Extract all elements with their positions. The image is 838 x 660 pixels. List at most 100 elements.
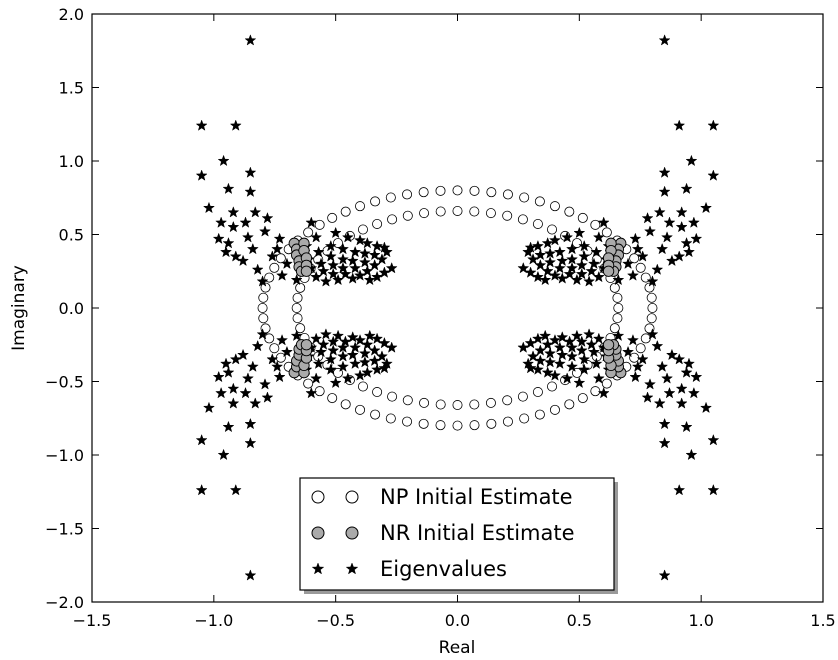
- eigenvalue-point: [680, 366, 693, 378]
- np-estimate-point: [469, 185, 480, 196]
- np-estimate-point: [385, 192, 396, 203]
- eigenvalue-point: [646, 275, 659, 287]
- np-estimate-point: [486, 418, 497, 429]
- eigenvalue-point: [544, 256, 557, 268]
- np-estimate-point: [502, 395, 513, 406]
- np-estimate-point: [502, 416, 513, 427]
- eigenvalue-point: [315, 345, 328, 358]
- eigenvalue-point: [273, 370, 286, 383]
- eigenvalue-point: [658, 436, 671, 449]
- eigenvalue-point: [305, 216, 318, 228]
- eigenvalue-point: [700, 401, 713, 414]
- eigenvalue-point: [249, 206, 262, 218]
- eigenvalue-point: [597, 216, 610, 228]
- eigenvalue-point: [375, 253, 388, 265]
- eigenvalue-point: [349, 261, 362, 274]
- eigenvalue-point: [541, 338, 554, 350]
- np-estimate-point: [435, 399, 446, 410]
- eigenvalue-point: [524, 241, 537, 253]
- eigenvalue-point: [673, 250, 686, 262]
- np-estimate-point: [370, 196, 381, 207]
- np-estimate-point: [327, 212, 338, 223]
- eigenvalue-point: [341, 372, 354, 384]
- eigenvalue-point: [592, 372, 605, 384]
- nr-estimate-point: [300, 339, 313, 351]
- eigenvalue-point: [653, 397, 666, 409]
- eigenvalue-point: [675, 382, 688, 394]
- eigenvalue-point: [258, 378, 272, 390]
- eigenvalue-point: [354, 234, 367, 246]
- np-estimate-point: [469, 420, 480, 431]
- eigenvalue-point: [673, 119, 686, 131]
- eigenvalue-point: [222, 366, 235, 378]
- y-tick-label: 0.5: [59, 226, 84, 245]
- np-estimate-point: [534, 196, 545, 207]
- eigenvalue-point: [380, 357, 393, 369]
- eigenvalue-point: [524, 266, 537, 278]
- eigenvalue-point: [371, 363, 384, 375]
- eigenvalue-point: [522, 357, 535, 369]
- eigenvalue-point: [239, 216, 252, 228]
- np-estimate-point: [547, 381, 558, 392]
- eigenvalue-point: [573, 376, 586, 389]
- eigenvalue-point: [544, 356, 557, 368]
- eigenvalue-point: [548, 269, 561, 281]
- np-estimate-point: [402, 416, 413, 427]
- eigenvalue-point: [385, 261, 398, 274]
- eigenvalue-point: [553, 357, 566, 369]
- eigenvalue-point: [358, 247, 371, 259]
- eigenvalue-point: [556, 272, 569, 284]
- eigenvalue-point: [541, 264, 554, 277]
- eigenvalue-point: [251, 263, 264, 275]
- eigenvalue-point: [541, 236, 554, 249]
- eigenvalue-point: [271, 242, 284, 255]
- eigenvalue-point: [548, 234, 561, 246]
- eigenvalue-point: [636, 353, 649, 365]
- np-estimate-point: [564, 399, 575, 410]
- np-estimate-point: [646, 292, 657, 303]
- eigenvalue-point: [517, 341, 530, 353]
- eigenvalue-point: [271, 360, 284, 372]
- np-estimate-point: [635, 343, 646, 354]
- eigenvalue-point: [202, 401, 215, 414]
- np-estimate-point: [590, 219, 601, 230]
- legend-item: Eigenvalues: [311, 557, 507, 581]
- eigenvalue-point: [653, 206, 666, 218]
- eigenvalue-point: [531, 363, 544, 375]
- y-tick-label: −1.5: [45, 520, 84, 539]
- eigenvalue-point: [324, 250, 337, 262]
- eigenvalue-point: [312, 245, 325, 258]
- eigenvalue-point: [651, 339, 664, 352]
- eigenvalue-point: [578, 353, 591, 365]
- eigenvalue-point: [583, 275, 596, 287]
- eigenvalue-point: [673, 353, 686, 365]
- eigenvalue-point: [566, 261, 579, 274]
- eigenvalue-point: [310, 231, 323, 243]
- eigenvalue-point: [329, 226, 342, 239]
- eigenvalue-point: [280, 345, 293, 358]
- np-estimate-point: [644, 282, 655, 293]
- eigenvalue-point: [219, 357, 233, 369]
- eigenvalue-point: [590, 357, 603, 369]
- np-estimate-point: [385, 413, 396, 424]
- np-estimate-point: [452, 400, 463, 411]
- np-estimate-point: [257, 302, 268, 313]
- np-estimate-point: [303, 378, 314, 389]
- np-estimate-point: [564, 206, 575, 217]
- np-estimate-point: [517, 391, 528, 402]
- np-estimate-point: [435, 420, 446, 431]
- x-tick-label: −0.5: [316, 611, 355, 630]
- eigenvalue-point: [539, 329, 552, 342]
- eigenvalue-point: [585, 338, 598, 350]
- eigenvalue-point: [273, 232, 286, 245]
- eigenvalue-point: [305, 386, 318, 399]
- np-estimate-point: [452, 185, 463, 196]
- eigenvalue-point: [361, 264, 374, 277]
- np-estimate-point: [340, 206, 351, 217]
- eigenvalue-point: [665, 348, 678, 361]
- np-estimate-point: [292, 313, 303, 324]
- eigenvalue-point: [215, 386, 228, 399]
- np-estimate-point: [549, 404, 560, 415]
- np-estimate-point: [314, 219, 325, 230]
